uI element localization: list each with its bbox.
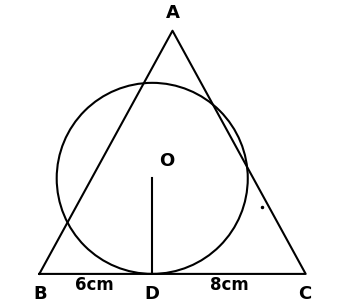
Text: D: D	[145, 286, 160, 304]
Text: A: A	[166, 4, 179, 22]
Text: B: B	[33, 286, 47, 304]
Text: 6cm: 6cm	[75, 276, 114, 294]
Text: O: O	[159, 152, 175, 170]
Text: C: C	[298, 286, 312, 304]
Text: 8cm: 8cm	[209, 276, 248, 294]
